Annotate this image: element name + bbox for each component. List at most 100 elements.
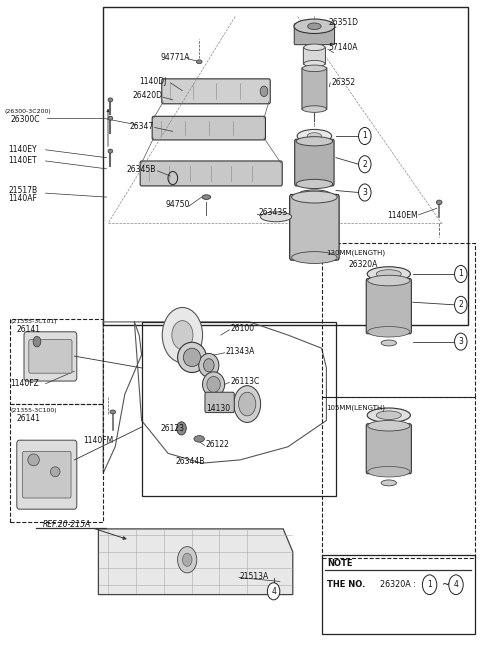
FancyBboxPatch shape [366,279,411,334]
Text: 26345B: 26345B [126,165,156,174]
Text: 1140FZ: 1140FZ [11,379,39,388]
Ellipse shape [50,466,60,477]
Ellipse shape [178,342,206,373]
Circle shape [162,307,203,363]
Circle shape [455,333,467,350]
Text: 26351D: 26351D [329,18,359,27]
Ellipse shape [436,200,442,205]
FancyBboxPatch shape [152,116,265,140]
Circle shape [172,321,193,350]
Ellipse shape [296,137,333,146]
Circle shape [177,422,186,435]
Ellipse shape [108,116,113,120]
FancyBboxPatch shape [302,68,327,110]
Ellipse shape [202,194,211,200]
Text: ~: ~ [442,579,450,590]
FancyBboxPatch shape [366,424,411,474]
Ellipse shape [302,106,326,112]
Ellipse shape [108,98,113,102]
Ellipse shape [183,348,201,367]
Ellipse shape [196,60,202,64]
Ellipse shape [260,212,292,222]
Text: 26420D: 26420D [132,91,162,100]
Circle shape [359,127,371,145]
FancyBboxPatch shape [162,79,270,104]
Ellipse shape [294,19,335,34]
Ellipse shape [304,44,325,51]
FancyBboxPatch shape [295,139,334,186]
FancyBboxPatch shape [29,340,72,373]
FancyBboxPatch shape [290,194,339,260]
Circle shape [260,86,268,97]
Ellipse shape [28,454,39,466]
Text: 2: 2 [458,300,463,309]
Circle shape [455,296,467,313]
Ellipse shape [296,179,333,189]
Ellipse shape [194,436,204,442]
Ellipse shape [367,408,410,422]
Text: 21517B: 21517B [9,186,38,195]
Text: 130MM(LENGTH): 130MM(LENGTH) [326,250,385,256]
Circle shape [267,583,280,600]
Text: 26343S: 26343S [258,208,287,217]
FancyBboxPatch shape [24,332,77,381]
Polygon shape [98,529,293,595]
Ellipse shape [203,372,225,397]
Circle shape [359,184,371,201]
Text: 105MM(LENGTH): 105MM(LENGTH) [326,404,385,411]
Text: (21355-3C100): (21355-3C100) [11,408,57,413]
FancyBboxPatch shape [205,392,234,413]
Text: 21513A: 21513A [240,572,269,581]
Ellipse shape [302,65,326,72]
Text: 26141: 26141 [17,325,41,334]
Text: 26352: 26352 [331,78,355,87]
Text: 26347: 26347 [130,122,154,131]
Text: THE NO.: THE NO. [327,580,366,589]
Text: 3: 3 [362,188,367,197]
Text: NOTE: NOTE [327,559,353,568]
Ellipse shape [368,327,410,337]
Circle shape [234,386,261,422]
Ellipse shape [199,353,219,377]
FancyBboxPatch shape [294,24,335,45]
Circle shape [178,547,197,573]
Text: 4: 4 [454,580,458,589]
Ellipse shape [307,133,322,139]
Ellipse shape [381,340,396,346]
Text: 4: 4 [271,587,276,596]
Text: 21343A: 21343A [226,347,255,356]
Ellipse shape [292,252,337,263]
FancyBboxPatch shape [140,161,282,186]
Text: 1140EY: 1140EY [9,145,37,154]
Text: REF.20-215A: REF.20-215A [43,520,92,529]
Text: 2: 2 [362,160,367,169]
Ellipse shape [376,411,401,420]
Ellipse shape [207,376,220,392]
Text: 26320A: 26320A [348,260,377,269]
Circle shape [182,553,192,566]
Text: (26300-3C200): (26300-3C200) [5,109,51,114]
Text: 26100: 26100 [230,324,254,333]
Ellipse shape [368,275,410,286]
Ellipse shape [297,129,332,143]
FancyBboxPatch shape [303,47,325,64]
Ellipse shape [308,23,321,30]
Text: 94750: 94750 [166,200,190,210]
Circle shape [422,575,437,595]
Text: (21355-3C101): (21355-3C101) [11,319,57,325]
Text: 26122: 26122 [205,440,229,449]
Circle shape [449,575,463,595]
Text: 1140AF: 1140AF [9,194,37,203]
Circle shape [33,336,41,347]
Ellipse shape [368,420,410,431]
Text: 1: 1 [458,269,463,279]
Text: 1140DJ: 1140DJ [139,77,167,86]
Circle shape [239,392,256,416]
Text: 26300C: 26300C [11,115,40,124]
Text: 26344B: 26344B [176,457,205,466]
Circle shape [359,156,371,173]
Ellipse shape [108,149,113,153]
Text: 26123: 26123 [161,424,185,433]
Text: 57140A: 57140A [329,43,358,53]
Text: 1140EM: 1140EM [387,211,418,220]
